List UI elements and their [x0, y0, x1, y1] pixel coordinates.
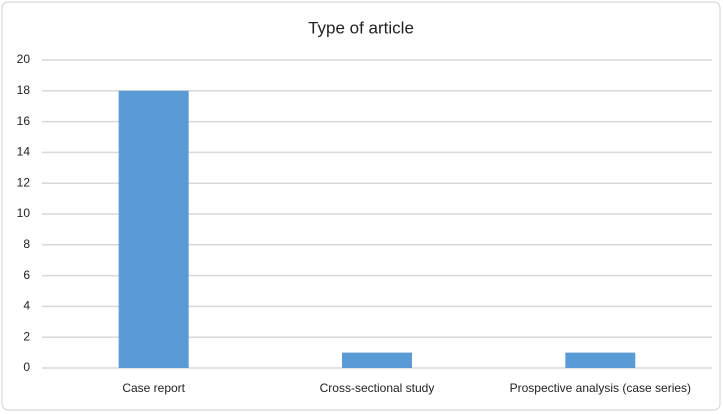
y-tick-label: 0 [23, 360, 30, 374]
y-tick-label: 6 [23, 268, 30, 282]
x-tick-label: Cross-sectional study [320, 381, 435, 395]
y-tick-label: 14 [17, 145, 31, 159]
x-tick-label: Case report [122, 381, 185, 395]
y-tick-label: 16 [17, 114, 31, 128]
y-tick-label: 10 [17, 206, 31, 220]
bar [118, 90, 189, 369]
y-tick-label: 12 [17, 175, 31, 189]
bar [565, 352, 636, 368]
y-tick-label: 20 [17, 52, 31, 66]
y-tick-label: 2 [23, 329, 30, 343]
chart-title: Type of article [308, 18, 414, 37]
y-tick-label: 18 [17, 83, 31, 97]
bar [342, 352, 412, 368]
x-tick-label: Prospective analysis (case series) [510, 381, 691, 395]
y-tick-label: 4 [23, 299, 30, 313]
y-tick-label: 8 [23, 237, 30, 251]
